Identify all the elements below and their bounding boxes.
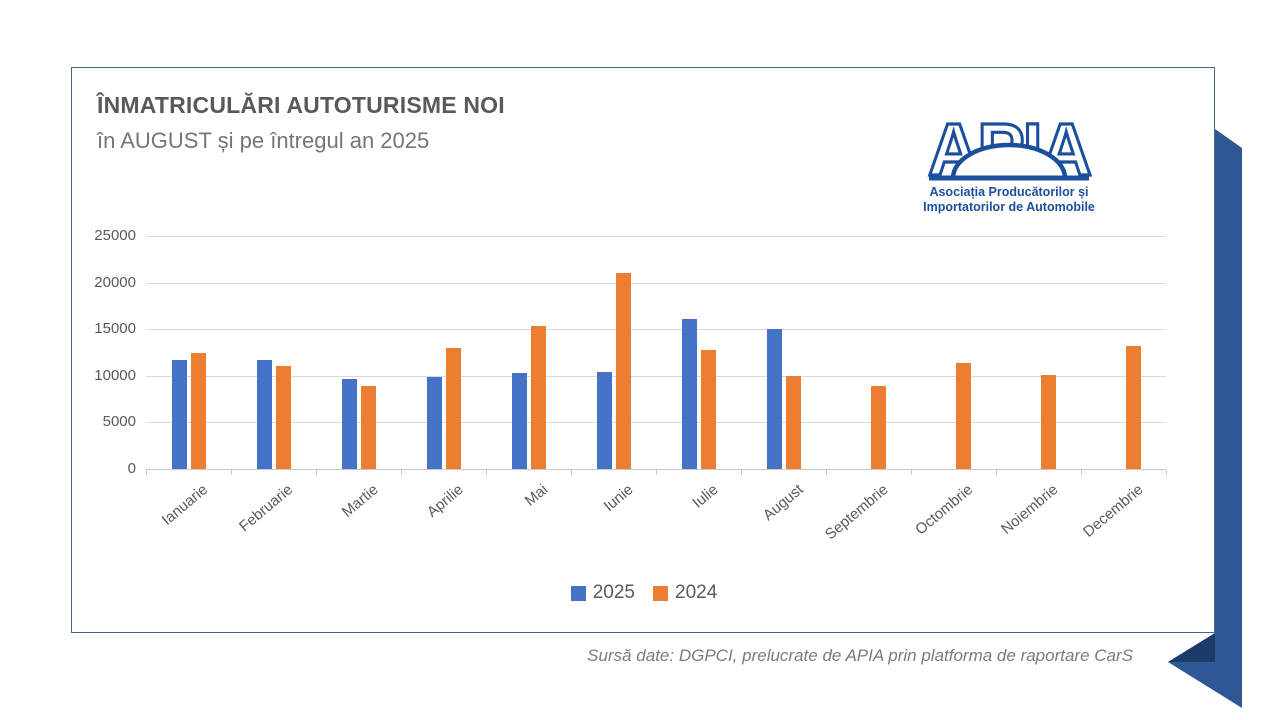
legend-swatch-2025: [570, 585, 586, 601]
x-axis-tick: [826, 470, 827, 475]
x-axis-tick: [316, 470, 317, 475]
page-subtitle: în AUGUST și pe întregul an 2025: [97, 128, 430, 153]
bar-2024-ianuarie: [190, 353, 206, 469]
x-axis-label-iunie: Iunie: [600, 481, 637, 515]
y-axis-label-5000: 5000: [102, 413, 136, 431]
x-axis-label-ianuarie: Ianuarie: [158, 481, 212, 529]
apia-dome-icon: [950, 142, 1068, 181]
gridline-20000: [146, 282, 1166, 284]
bar-2025-mai: [511, 373, 527, 469]
legend-label-2025: 2025: [592, 582, 635, 603]
legend-item-2025: 2025: [570, 582, 635, 604]
x-axis-label-martie: Martie: [338, 481, 382, 521]
x-axis-tick: [571, 470, 572, 475]
chart: 0 5000 10000 15000 20000 25000 Ianuarie Februar…: [72, 68, 1216, 634]
bar-2024-septembrie: [870, 386, 886, 469]
y-axis-label-15000: 15000: [94, 320, 136, 338]
gridline-0: [146, 469, 1166, 470]
bar-2025-august: [766, 329, 782, 469]
bar-2025-iunie: [596, 372, 612, 469]
x-axis-tick: [401, 470, 402, 475]
apia-caption-line2: Importatorilor de Automobile: [923, 200, 1095, 214]
x-axis-tick: [1166, 470, 1167, 475]
x-axis-tick: [231, 470, 232, 475]
page-title: ÎNMATRICULĂRI AUTOTURISME NOI: [97, 92, 505, 118]
bar-2024-octombrie: [955, 362, 971, 469]
x-axis-label-mai: Mai: [521, 481, 552, 510]
legend-item-2024: 2024: [653, 582, 717, 604]
source-note: Sursă date: DGPCI, prelucrate de APIA pr…: [587, 646, 1133, 665]
bar-2025-ianuarie: [171, 359, 187, 469]
y-axis-label-20000: 20000: [94, 273, 136, 291]
x-axis-tick: [996, 470, 997, 475]
bar-2024-iulie: [700, 350, 716, 469]
bar-2025-februarie: [256, 359, 272, 469]
x-axis-label-septembrie: Septembrie: [821, 481, 892, 544]
ribbon-fold-icon: [1168, 633, 1215, 662]
legend-swatch-2024: [653, 585, 668, 601]
x-axis-label-noiembrie: Noiembrie: [998, 481, 1062, 538]
bar-2024-februarie: [275, 366, 291, 469]
bar-2024-mai: [530, 326, 546, 469]
x-axis-tick: [656, 470, 657, 475]
bar-2024-martie: [360, 386, 376, 469]
x-axis-tick: [911, 470, 912, 475]
y-axis-label-10000: 10000: [94, 366, 136, 384]
gridline-5000: [146, 422, 1166, 424]
apia-caption-line1: Asociația Producătorilor și: [929, 185, 1089, 199]
chart-legend: 2025 2024: [72, 582, 1216, 604]
x-axis-label-iulie: Iulie: [689, 481, 722, 512]
bar-2025-martie: [341, 378, 357, 469]
gridline-10000: [146, 375, 1166, 377]
x-axis-tick: [741, 470, 742, 475]
bar-2024-august: [785, 376, 801, 469]
x-axis-tick: [146, 470, 147, 475]
apia-caption: Asociația Producătorilor și Importatoril…: [904, 185, 1114, 215]
x-axis-tick: [1081, 470, 1082, 475]
bar-2025-aprilie: [426, 377, 442, 469]
bar-2024-decembrie: [1125, 345, 1141, 469]
gridline-25000: [146, 236, 1166, 237]
x-axis-tick: [486, 470, 487, 475]
bar-2025-iulie: [681, 318, 697, 469]
y-axis-label-25000: 25000: [94, 227, 136, 244]
apia-logo-icon: APIA: [926, 106, 1094, 182]
x-axis-label-aprilie: Aprilie: [423, 481, 467, 521]
bar-2024-noiembrie: [1040, 375, 1056, 469]
bar-2024-iunie: [615, 273, 631, 469]
x-axis-label-octombrie: Octombrie: [912, 481, 977, 539]
report-card: ÎNMATRICULĂRI AUTOTURISME NOI în AUGUST …: [71, 67, 1215, 633]
legend-label-2024: 2024: [675, 582, 718, 603]
x-axis-label-august: August: [759, 481, 807, 525]
x-axis-label-decembrie: Decembrie: [1079, 481, 1147, 541]
apia-logo: APIA Asociația Producătorilor și Importa…: [904, 84, 1114, 215]
bar-2024-aprilie: [445, 347, 461, 469]
x-axis-label-februarie: Februarie: [236, 481, 297, 536]
gridline-15000: [146, 329, 1166, 331]
report-header: ÎNMATRICULĂRI AUTOTURISME NOI în AUGUST …: [97, 92, 505, 154]
y-axis-label-0: 0: [127, 460, 136, 477]
